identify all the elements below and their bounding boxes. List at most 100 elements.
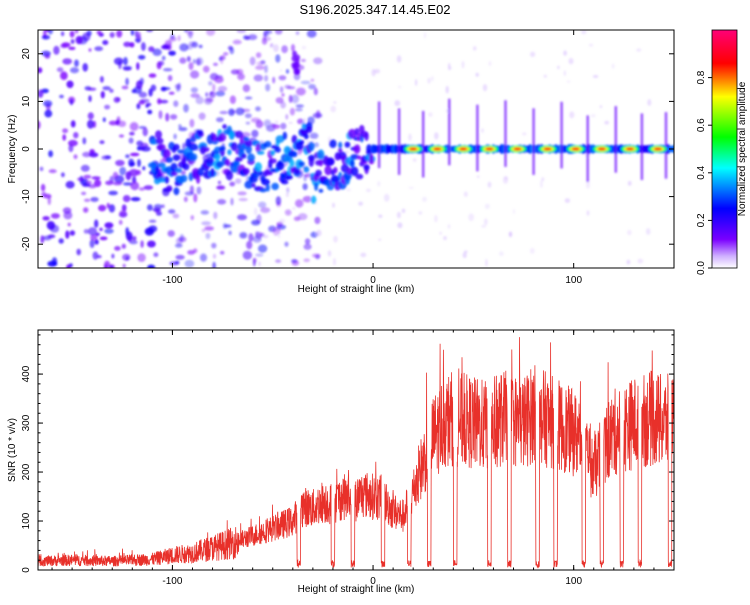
noise-blob (468, 213, 475, 222)
y-tick-label: -10 (21, 189, 32, 204)
y-tick-label: 0 (21, 146, 32, 152)
signal-blob (291, 151, 298, 158)
noise-blob (313, 87, 318, 96)
colorbar-gradient (711, 29, 738, 269)
noise-blob (62, 58, 73, 65)
signal-blob (254, 162, 262, 172)
noise-blob (53, 45, 60, 55)
noise-blob (129, 131, 135, 136)
noise-blob (461, 60, 465, 69)
noise-blob (229, 47, 235, 55)
noise-blob (147, 109, 153, 115)
noise-blob (636, 48, 642, 52)
noise-blob (360, 252, 367, 258)
noise-blob (59, 94, 64, 99)
noise-blob (121, 85, 129, 90)
noise-blob (82, 137, 87, 145)
noise-blob (190, 93, 200, 98)
noise-blob (563, 50, 567, 56)
noise-blob (70, 120, 76, 128)
signal-blob (256, 150, 265, 155)
y-tick-label: 300 (21, 414, 32, 431)
band-streak (422, 110, 425, 178)
noise-blob (139, 146, 145, 151)
noise-blob (540, 180, 543, 189)
noise-blob (280, 101, 286, 109)
signal-blob (355, 173, 364, 180)
signal-blob (349, 159, 355, 168)
noise-blob (190, 70, 200, 79)
noise-blob (345, 150, 349, 154)
noise-blob (125, 77, 129, 86)
noise-blob (88, 95, 92, 102)
signal-blob (353, 144, 361, 154)
noise-blob (90, 197, 99, 202)
noise-blob (397, 222, 403, 229)
signal-blob (164, 176, 170, 184)
noise-blob (212, 253, 217, 259)
noise-blob (129, 240, 138, 245)
noise-blob (264, 64, 268, 74)
noise-blob (196, 186, 202, 195)
noise-blob (67, 222, 71, 227)
noise-blob (522, 132, 527, 136)
signal-blob (170, 171, 178, 177)
noise-blob (206, 30, 216, 36)
noise-blob (170, 114, 178, 120)
noise-blob (209, 91, 216, 99)
noise-blob (88, 184, 97, 189)
signal-blob (259, 188, 267, 193)
noise-blob (215, 90, 226, 97)
noise-blob (568, 57, 574, 65)
noise-blob (257, 244, 268, 253)
noise-blob (204, 226, 214, 231)
signal-blob (308, 157, 314, 167)
noise-blob (275, 97, 284, 104)
noise-blob (220, 250, 225, 255)
noise-blob (96, 255, 102, 259)
signal-blob (235, 156, 243, 162)
noise-blob (147, 204, 153, 211)
noise-blob (611, 63, 615, 69)
noise-blob (137, 253, 146, 262)
noise-blob (447, 224, 451, 229)
noise-blob (62, 128, 69, 134)
noise-blob (165, 112, 170, 122)
noise-blob (122, 253, 131, 261)
noise-blob (256, 61, 265, 66)
noise-blob (129, 42, 135, 48)
noise-blob (237, 73, 245, 81)
noise-blob (314, 216, 321, 225)
noise-blob (62, 207, 72, 214)
noise-blob (122, 182, 133, 186)
spectrogram-heat-layer (38, 30, 674, 268)
signal-blob (191, 168, 200, 177)
noise-blob (122, 263, 126, 268)
noise-blob (462, 252, 467, 259)
figure-title: S196.2025.347.14.45.E02 (299, 2, 450, 17)
noise-blob (529, 247, 535, 254)
colorbar-tick-label: 0.4 (696, 165, 707, 179)
noise-blob (121, 243, 127, 249)
noise-blob (564, 198, 571, 204)
signal-blob (303, 166, 310, 173)
noise-blob (284, 209, 292, 216)
noise-blob (157, 98, 162, 105)
signal-blob (350, 166, 359, 177)
signal-blob (308, 141, 315, 152)
noise-blob (83, 174, 92, 179)
noise-blob (245, 121, 251, 125)
noise-blob (190, 87, 198, 93)
noise-blob (204, 97, 213, 105)
noise-blob (463, 191, 468, 197)
noise-blob (143, 185, 154, 191)
noise-blob (195, 96, 204, 105)
noise-blob (66, 80, 74, 89)
noise-blob (48, 169, 57, 174)
noise-blob (557, 65, 560, 70)
noise-blob (242, 84, 251, 93)
noise-blob (262, 32, 267, 40)
noise-blob (586, 180, 590, 189)
noise-blob (152, 207, 162, 212)
